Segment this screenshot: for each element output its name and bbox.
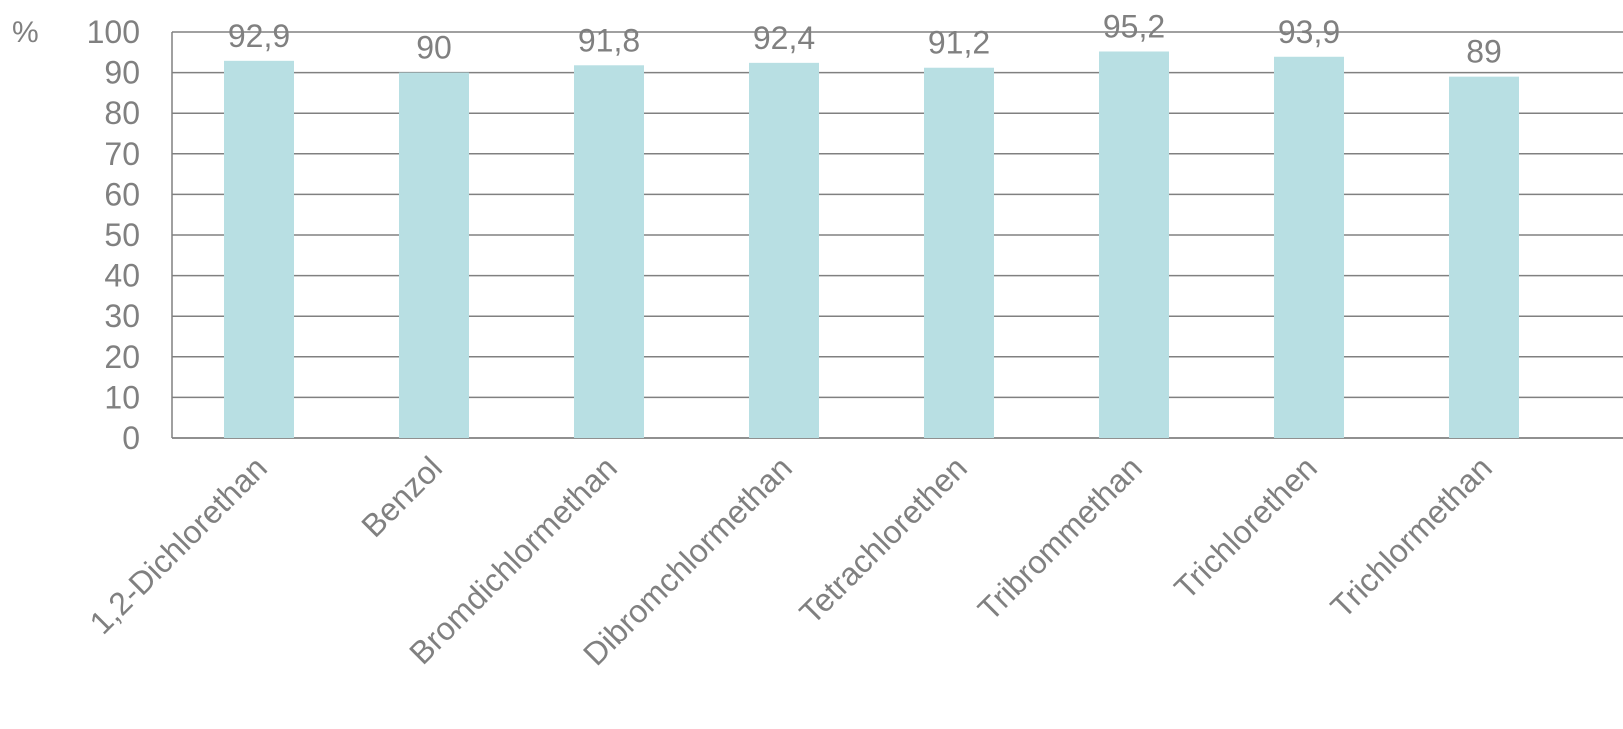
y-tick-label: 30 xyxy=(104,298,140,334)
data-label: 92,4 xyxy=(753,20,815,56)
y-tick-label: 0 xyxy=(122,420,140,456)
x-category-label: 1,2-Dichlorethan xyxy=(82,449,273,640)
y-tick-label: 100 xyxy=(87,14,140,50)
x-category-label: Trichlorethen xyxy=(1167,449,1324,606)
y-tick-label: 80 xyxy=(104,95,140,131)
x-category-label: Trichlormethan xyxy=(1323,449,1499,625)
y-tick-label: 70 xyxy=(104,136,140,172)
data-label: 90 xyxy=(416,30,452,66)
bar xyxy=(224,60,294,439)
y-tick-label: 50 xyxy=(104,217,140,253)
data-label: 95,2 xyxy=(1103,8,1165,44)
data-label: 89 xyxy=(1466,34,1502,70)
x-category-label: Tetrachlorethen xyxy=(793,449,974,630)
data-label: 91,8 xyxy=(578,22,640,58)
bar xyxy=(574,65,644,439)
y-unit-label: % xyxy=(12,16,39,49)
y-tick-label: 60 xyxy=(104,176,140,212)
x-category-label: Tribrommethan xyxy=(971,449,1149,627)
grid-layer xyxy=(171,31,1623,439)
bar-layer xyxy=(224,51,1519,439)
bar xyxy=(399,72,469,438)
bar xyxy=(1449,76,1519,438)
x-category-label: Benzol xyxy=(354,449,449,544)
y-tick-label: 40 xyxy=(104,258,140,294)
bar xyxy=(924,67,994,438)
bar xyxy=(749,62,819,439)
bar xyxy=(1099,51,1169,438)
data-label: 93,9 xyxy=(1278,14,1340,50)
y-tick-label: 90 xyxy=(104,55,140,91)
bar xyxy=(1274,56,1344,439)
data-label: 91,2 xyxy=(928,25,990,61)
data-label: 92,9 xyxy=(228,18,290,54)
y-tick-label: 10 xyxy=(104,379,140,415)
y-tick-label: 20 xyxy=(104,339,140,375)
